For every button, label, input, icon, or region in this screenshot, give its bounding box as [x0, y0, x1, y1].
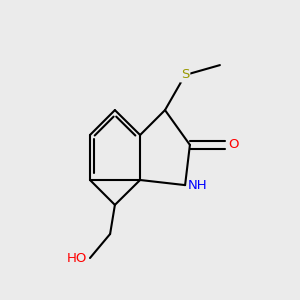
Text: O: O — [228, 138, 238, 152]
Text: S: S — [181, 68, 189, 82]
Text: HO: HO — [67, 251, 87, 265]
Text: NH: NH — [188, 178, 208, 192]
